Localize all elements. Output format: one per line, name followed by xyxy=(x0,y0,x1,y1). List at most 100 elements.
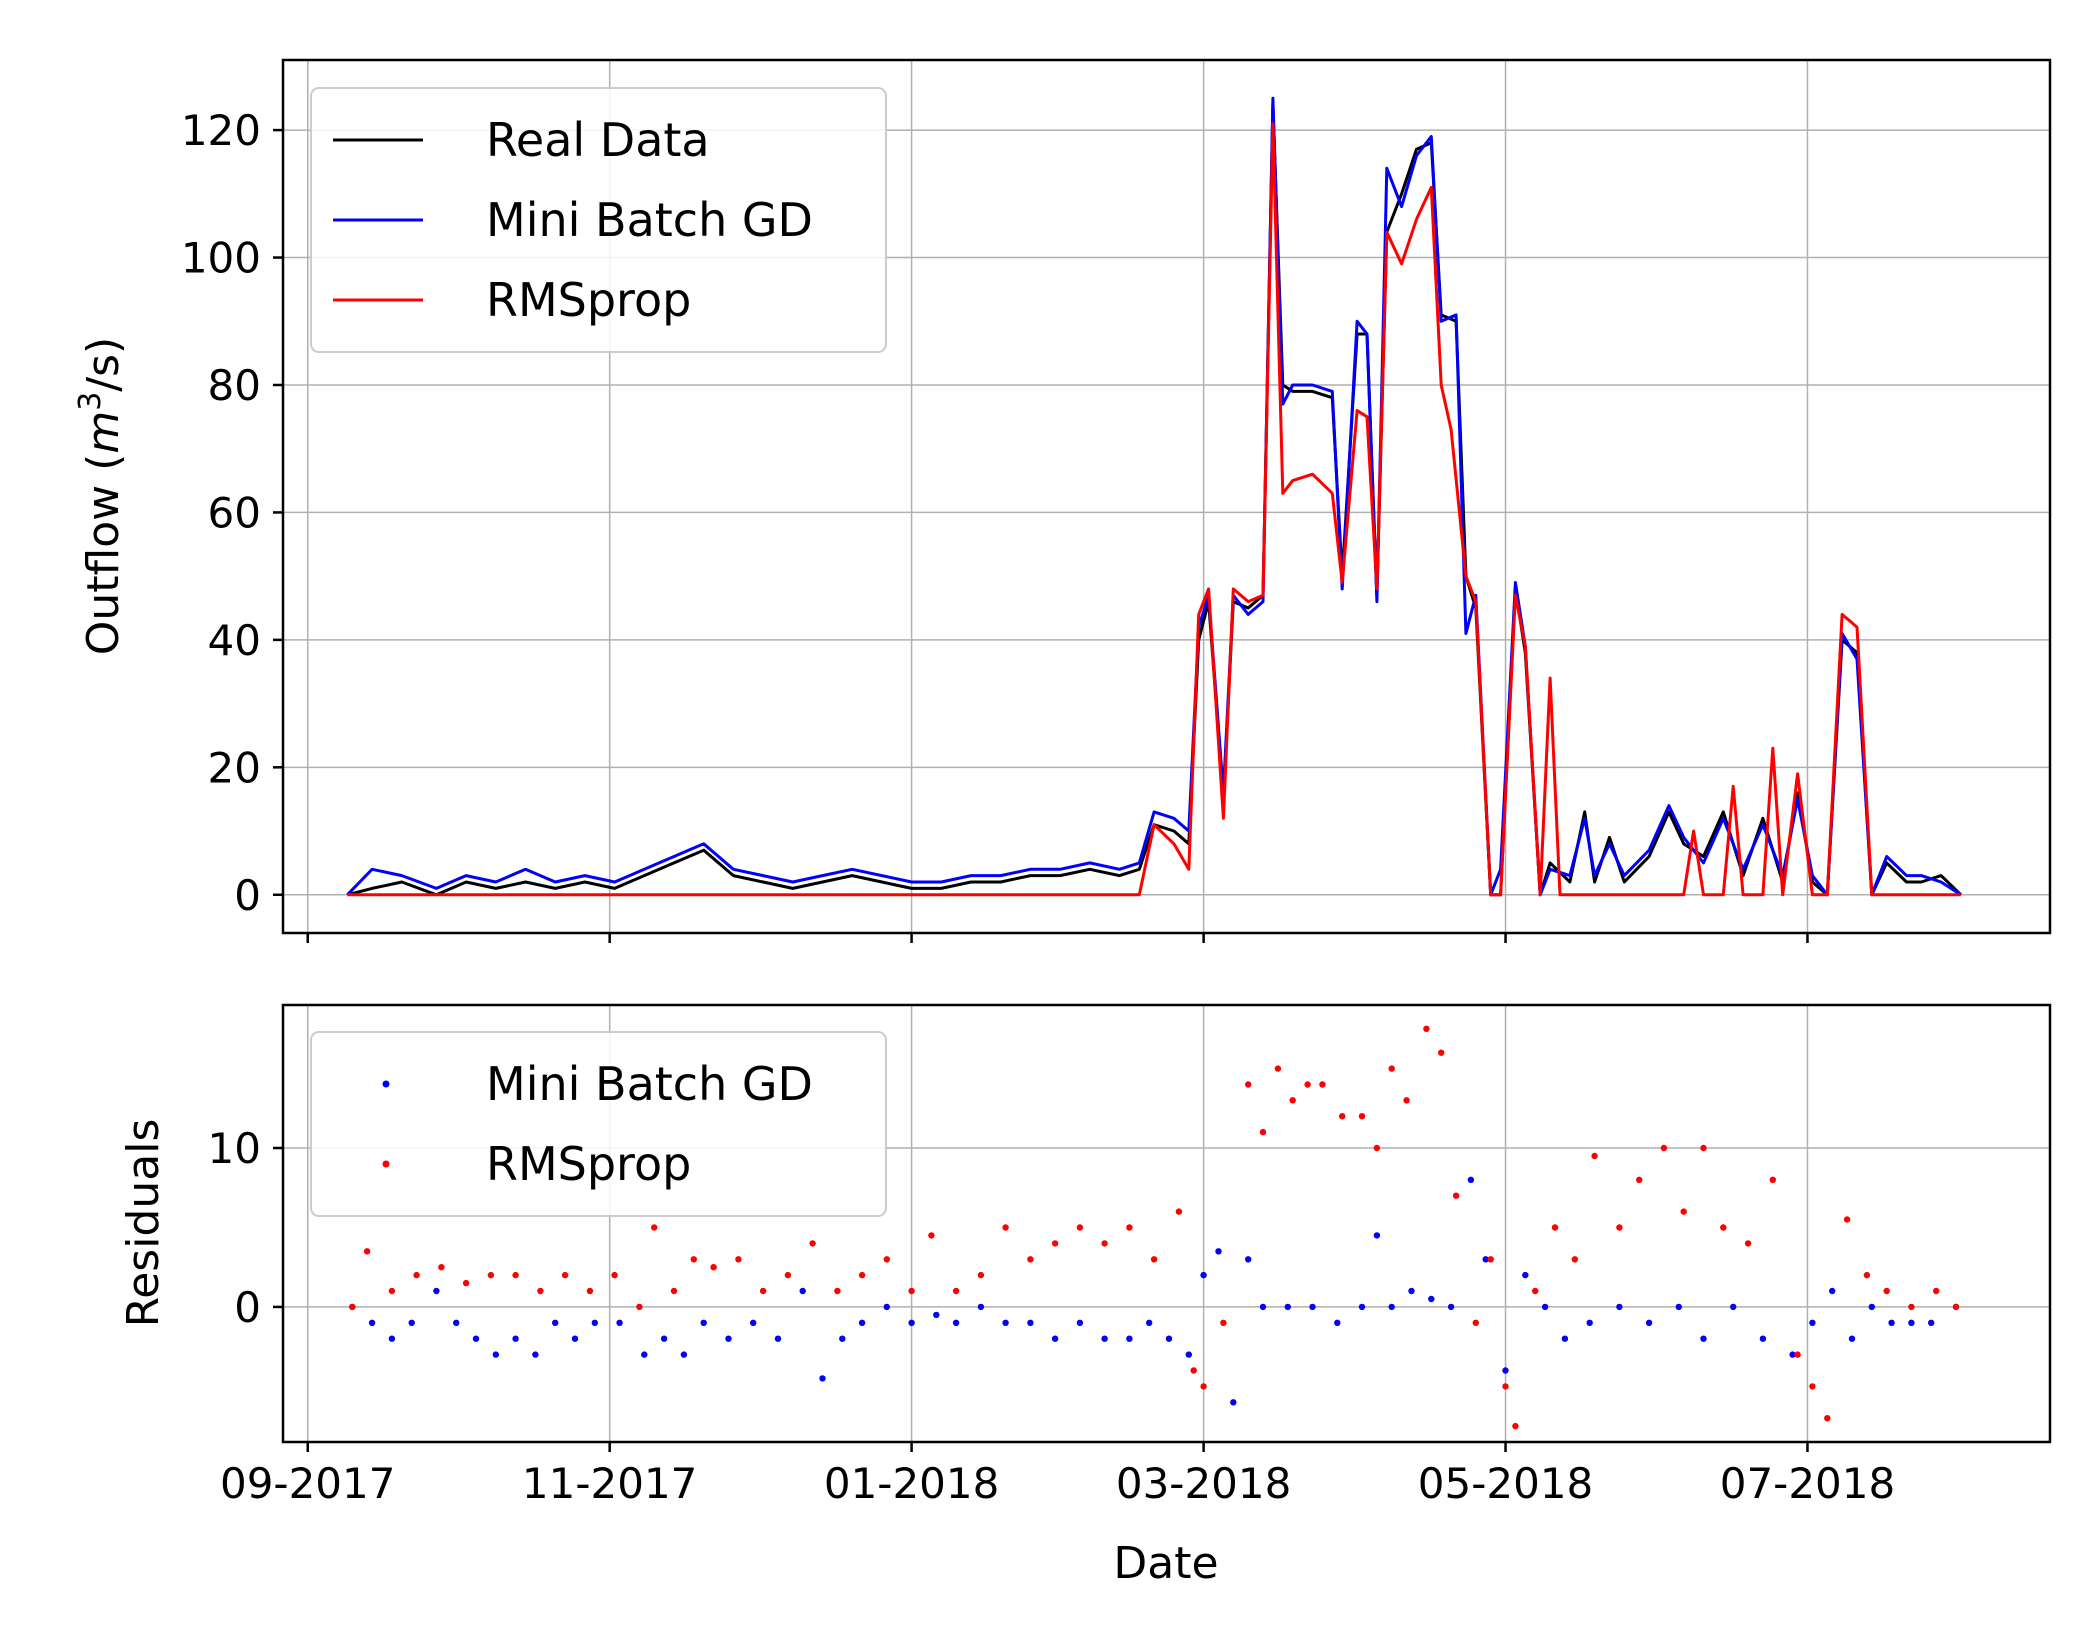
top-legend: Real Data Mini Batch GD RMSprop xyxy=(310,87,887,353)
residual-point-rmsprop xyxy=(651,1224,658,1231)
residual-point-rmsprop xyxy=(1933,1287,1940,1295)
residual-point-rmsprop xyxy=(438,1264,445,1271)
residual-point-rmsprop xyxy=(1472,1319,1480,1327)
residual-point-mini-batch-gd xyxy=(799,1287,806,1295)
residual-point-mini-batch-gd xyxy=(1789,1351,1796,1358)
residual-point-rmsprop xyxy=(1843,1216,1851,1223)
top-plot-frame xyxy=(281,58,2052,935)
residual-point-rmsprop xyxy=(1952,1303,1960,1311)
residual-point-mini-batch-gd xyxy=(1586,1319,1593,1327)
residual-point-rmsprop xyxy=(690,1256,697,1263)
residual-point-mini-batch-gd xyxy=(368,1319,376,1327)
residual-point-mini-batch-gd xyxy=(1482,1256,1489,1263)
residual-point-rmsprop xyxy=(1487,1256,1494,1263)
residual-point-rmsprop xyxy=(611,1271,618,1279)
residual-point-mini-batch-gd xyxy=(641,1351,648,1358)
residual-point-rmsprop xyxy=(1304,1081,1311,1088)
residual-point-rmsprop xyxy=(1175,1208,1183,1215)
residual-point-rmsprop xyxy=(512,1271,519,1279)
residual-point-rmsprop xyxy=(1200,1383,1207,1390)
residual-point-rmsprop xyxy=(1220,1319,1227,1327)
residual-point-mini-batch-gd xyxy=(1126,1335,1133,1342)
residual-point-mini-batch-gd xyxy=(1928,1319,1935,1327)
residual-point-rmsprop xyxy=(1809,1383,1816,1390)
series-line-mini-batch-gd xyxy=(346,96,1962,897)
bottom-y-axis-label: Residuals xyxy=(118,1119,169,1328)
bottom-series-points xyxy=(349,1025,1960,1430)
residual-point-mini-batch-gd xyxy=(1334,1319,1341,1327)
residual-point-mini-batch-gd xyxy=(388,1335,396,1342)
residual-point-rmsprop xyxy=(710,1264,717,1271)
top-y-tick-label: 0 xyxy=(234,871,261,920)
residual-point-mini-batch-gd xyxy=(1467,1176,1475,1184)
residual-point-mini-batch-gd xyxy=(858,1319,866,1327)
top-ticks: 0 20 40 60 80 100 120 xyxy=(181,106,1809,943)
residual-point-mini-batch-gd xyxy=(1645,1319,1653,1327)
residual-point-rmsprop xyxy=(883,1256,890,1263)
residual-point-rmsprop xyxy=(1388,1065,1395,1072)
x-tick-label: 01-2018 xyxy=(824,1459,1000,1508)
residual-point-rmsprop xyxy=(1150,1256,1158,1263)
residual-point-mini-batch-gd xyxy=(571,1335,579,1342)
residual-point-rmsprop xyxy=(1794,1351,1801,1358)
x-tick-label: 05-2018 xyxy=(1418,1459,1594,1508)
x-tick-label: 11-2017 xyxy=(522,1459,698,1508)
residual-point-rmsprop xyxy=(561,1271,569,1279)
residual-point-rmsprop xyxy=(1373,1144,1381,1152)
residual-point-rmsprop xyxy=(1769,1176,1777,1184)
residual-point-rmsprop xyxy=(1636,1176,1643,1184)
top-y-tick-label: 100 xyxy=(181,234,261,283)
residual-point-mini-batch-gd xyxy=(1309,1303,1316,1311)
residual-point-mini-batch-gd xyxy=(1616,1303,1623,1311)
residual-point-mini-batch-gd xyxy=(1447,1303,1455,1311)
residual-point-rmsprop xyxy=(1591,1152,1598,1160)
residual-point-mini-batch-gd xyxy=(1027,1319,1034,1327)
residual-point-rmsprop xyxy=(1700,1144,1707,1152)
residual-point-mini-batch-gd xyxy=(492,1351,499,1358)
residual-point-mini-batch-gd xyxy=(1259,1303,1267,1311)
residual-point-mini-batch-gd xyxy=(1358,1303,1366,1311)
residual-point-mini-batch-gd xyxy=(1522,1271,1529,1279)
residual-point-rmsprop xyxy=(858,1271,866,1279)
residual-point-rmsprop xyxy=(1002,1224,1009,1231)
residual-point-mini-batch-gd xyxy=(1388,1303,1395,1311)
legend-label: Mini Batch GD xyxy=(486,193,813,247)
residual-point-mini-batch-gd xyxy=(1759,1335,1767,1342)
residual-point-mini-batch-gd xyxy=(1541,1303,1549,1311)
top-y-tick-label: 60 xyxy=(208,488,261,537)
residual-point-mini-batch-gd xyxy=(512,1335,519,1342)
top-y-tick-label: 80 xyxy=(208,361,261,410)
series-line-rmsprop xyxy=(347,122,1961,897)
residual-point-mini-batch-gd xyxy=(1675,1303,1683,1311)
residual-point-mini-batch-gd xyxy=(933,1311,940,1319)
residual-point-mini-batch-gd xyxy=(1908,1319,1915,1327)
residual-point-mini-batch-gd xyxy=(908,1319,915,1327)
legend-label: RMSprop xyxy=(486,1137,691,1191)
top-y-axis-label: Outflow (m3/s) xyxy=(73,337,129,655)
residual-point-mini-batch-gd xyxy=(1868,1303,1876,1311)
ylabel-tail: /s) xyxy=(78,337,129,392)
residual-point-rmsprop xyxy=(363,1248,371,1255)
residual-point-mini-batch-gd xyxy=(952,1319,960,1327)
residual-point-rmsprop xyxy=(952,1287,960,1295)
residual-point-rmsprop xyxy=(1289,1097,1296,1104)
residual-point-rmsprop xyxy=(1744,1240,1752,1247)
residual-point-rmsprop xyxy=(1051,1240,1059,1247)
residual-point-rmsprop xyxy=(537,1287,544,1295)
residual-point-rmsprop xyxy=(928,1232,935,1239)
residual-point-rmsprop xyxy=(1190,1367,1197,1374)
residual-point-rmsprop xyxy=(487,1271,495,1279)
residual-point-rmsprop xyxy=(636,1303,643,1311)
residual-point-mini-batch-gd xyxy=(1002,1319,1009,1327)
residual-point-rmsprop xyxy=(586,1287,594,1295)
residual-point-rmsprop xyxy=(735,1256,742,1263)
ylabel-main: Outflow ( xyxy=(78,454,129,656)
bottom-plot-frame xyxy=(281,1003,2052,1444)
residual-point-mini-batch-gd xyxy=(616,1319,623,1327)
residual-point-rmsprop xyxy=(834,1287,841,1295)
legend-dot-swatch xyxy=(382,1160,390,1168)
legend-label: RMSprop xyxy=(486,273,691,327)
residual-point-mini-batch-gd xyxy=(1700,1335,1707,1342)
residual-point-rmsprop xyxy=(908,1287,915,1295)
